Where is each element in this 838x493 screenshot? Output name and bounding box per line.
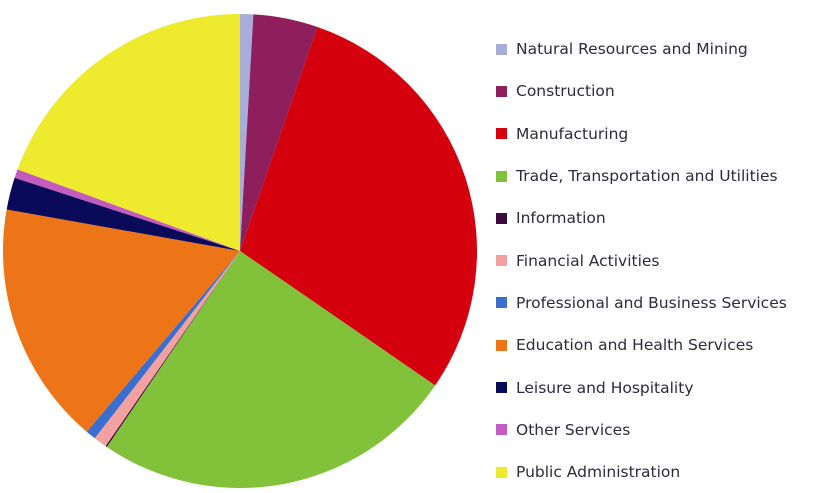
legend-swatch (496, 170, 507, 182)
legend-item-7: Education and Health Services (496, 324, 787, 366)
legend-label: Education and Health Services (516, 336, 754, 355)
legend-label: Manufacturing (516, 124, 629, 143)
legend-label: Other Services (516, 420, 631, 439)
legend-label: Leisure and Hospitality (516, 378, 694, 397)
legend-swatch (496, 128, 507, 140)
legend-item-1: Construction (496, 70, 787, 112)
legend-item-2: Manufacturing (496, 113, 787, 155)
legend-item-3: Trade, Transportation and Utilities (496, 155, 787, 197)
legend-item-0: Natural Resources and Mining (496, 28, 787, 70)
legend-label: Natural Resources and Mining (516, 40, 748, 59)
pie-slice-3 (106, 251, 436, 488)
pie-slice-8 (6, 177, 240, 251)
pie-slice-10 (17, 14, 240, 251)
legend-swatch (496, 255, 507, 267)
legend-label: Professional and Business Services (516, 293, 787, 312)
pie-slice-4 (105, 251, 240, 448)
legend-item-4: Information (496, 197, 787, 239)
legend-swatch (496, 85, 507, 97)
pie-slice-0 (240, 14, 254, 251)
legend-item-6: Professional and Business Services (496, 282, 787, 324)
legend-label: Public Administration (516, 463, 681, 482)
legend-label: Information (516, 209, 606, 228)
pie-slice-9 (14, 169, 240, 251)
legend-label: Trade, Transportation and Utilities (516, 167, 778, 186)
legend-swatch (496, 212, 507, 224)
legend-swatch (496, 466, 507, 478)
legend-item-9: Other Services (496, 409, 787, 451)
legend-swatch (496, 339, 507, 351)
legend-swatch (496, 43, 507, 55)
pie-slice-7 (3, 209, 241, 432)
pie-slice-2 (240, 27, 478, 386)
legend-swatch (496, 382, 507, 394)
legend-item-8: Leisure and Hospitality (496, 366, 787, 408)
legend-swatch (496, 424, 507, 436)
pie-slice-5 (94, 251, 241, 447)
legend: Natural Resources and Mining Construction… (496, 28, 787, 493)
legend-label: Financial Activities (516, 251, 660, 270)
legend-item-5: Financial Activities (496, 239, 787, 281)
pie-slice-1 (240, 14, 318, 251)
legend-item-10: Public Administration (496, 451, 787, 493)
pie-slice-6 (86, 251, 241, 439)
legend-label: Construction (516, 82, 615, 101)
legend-swatch (496, 297, 507, 309)
